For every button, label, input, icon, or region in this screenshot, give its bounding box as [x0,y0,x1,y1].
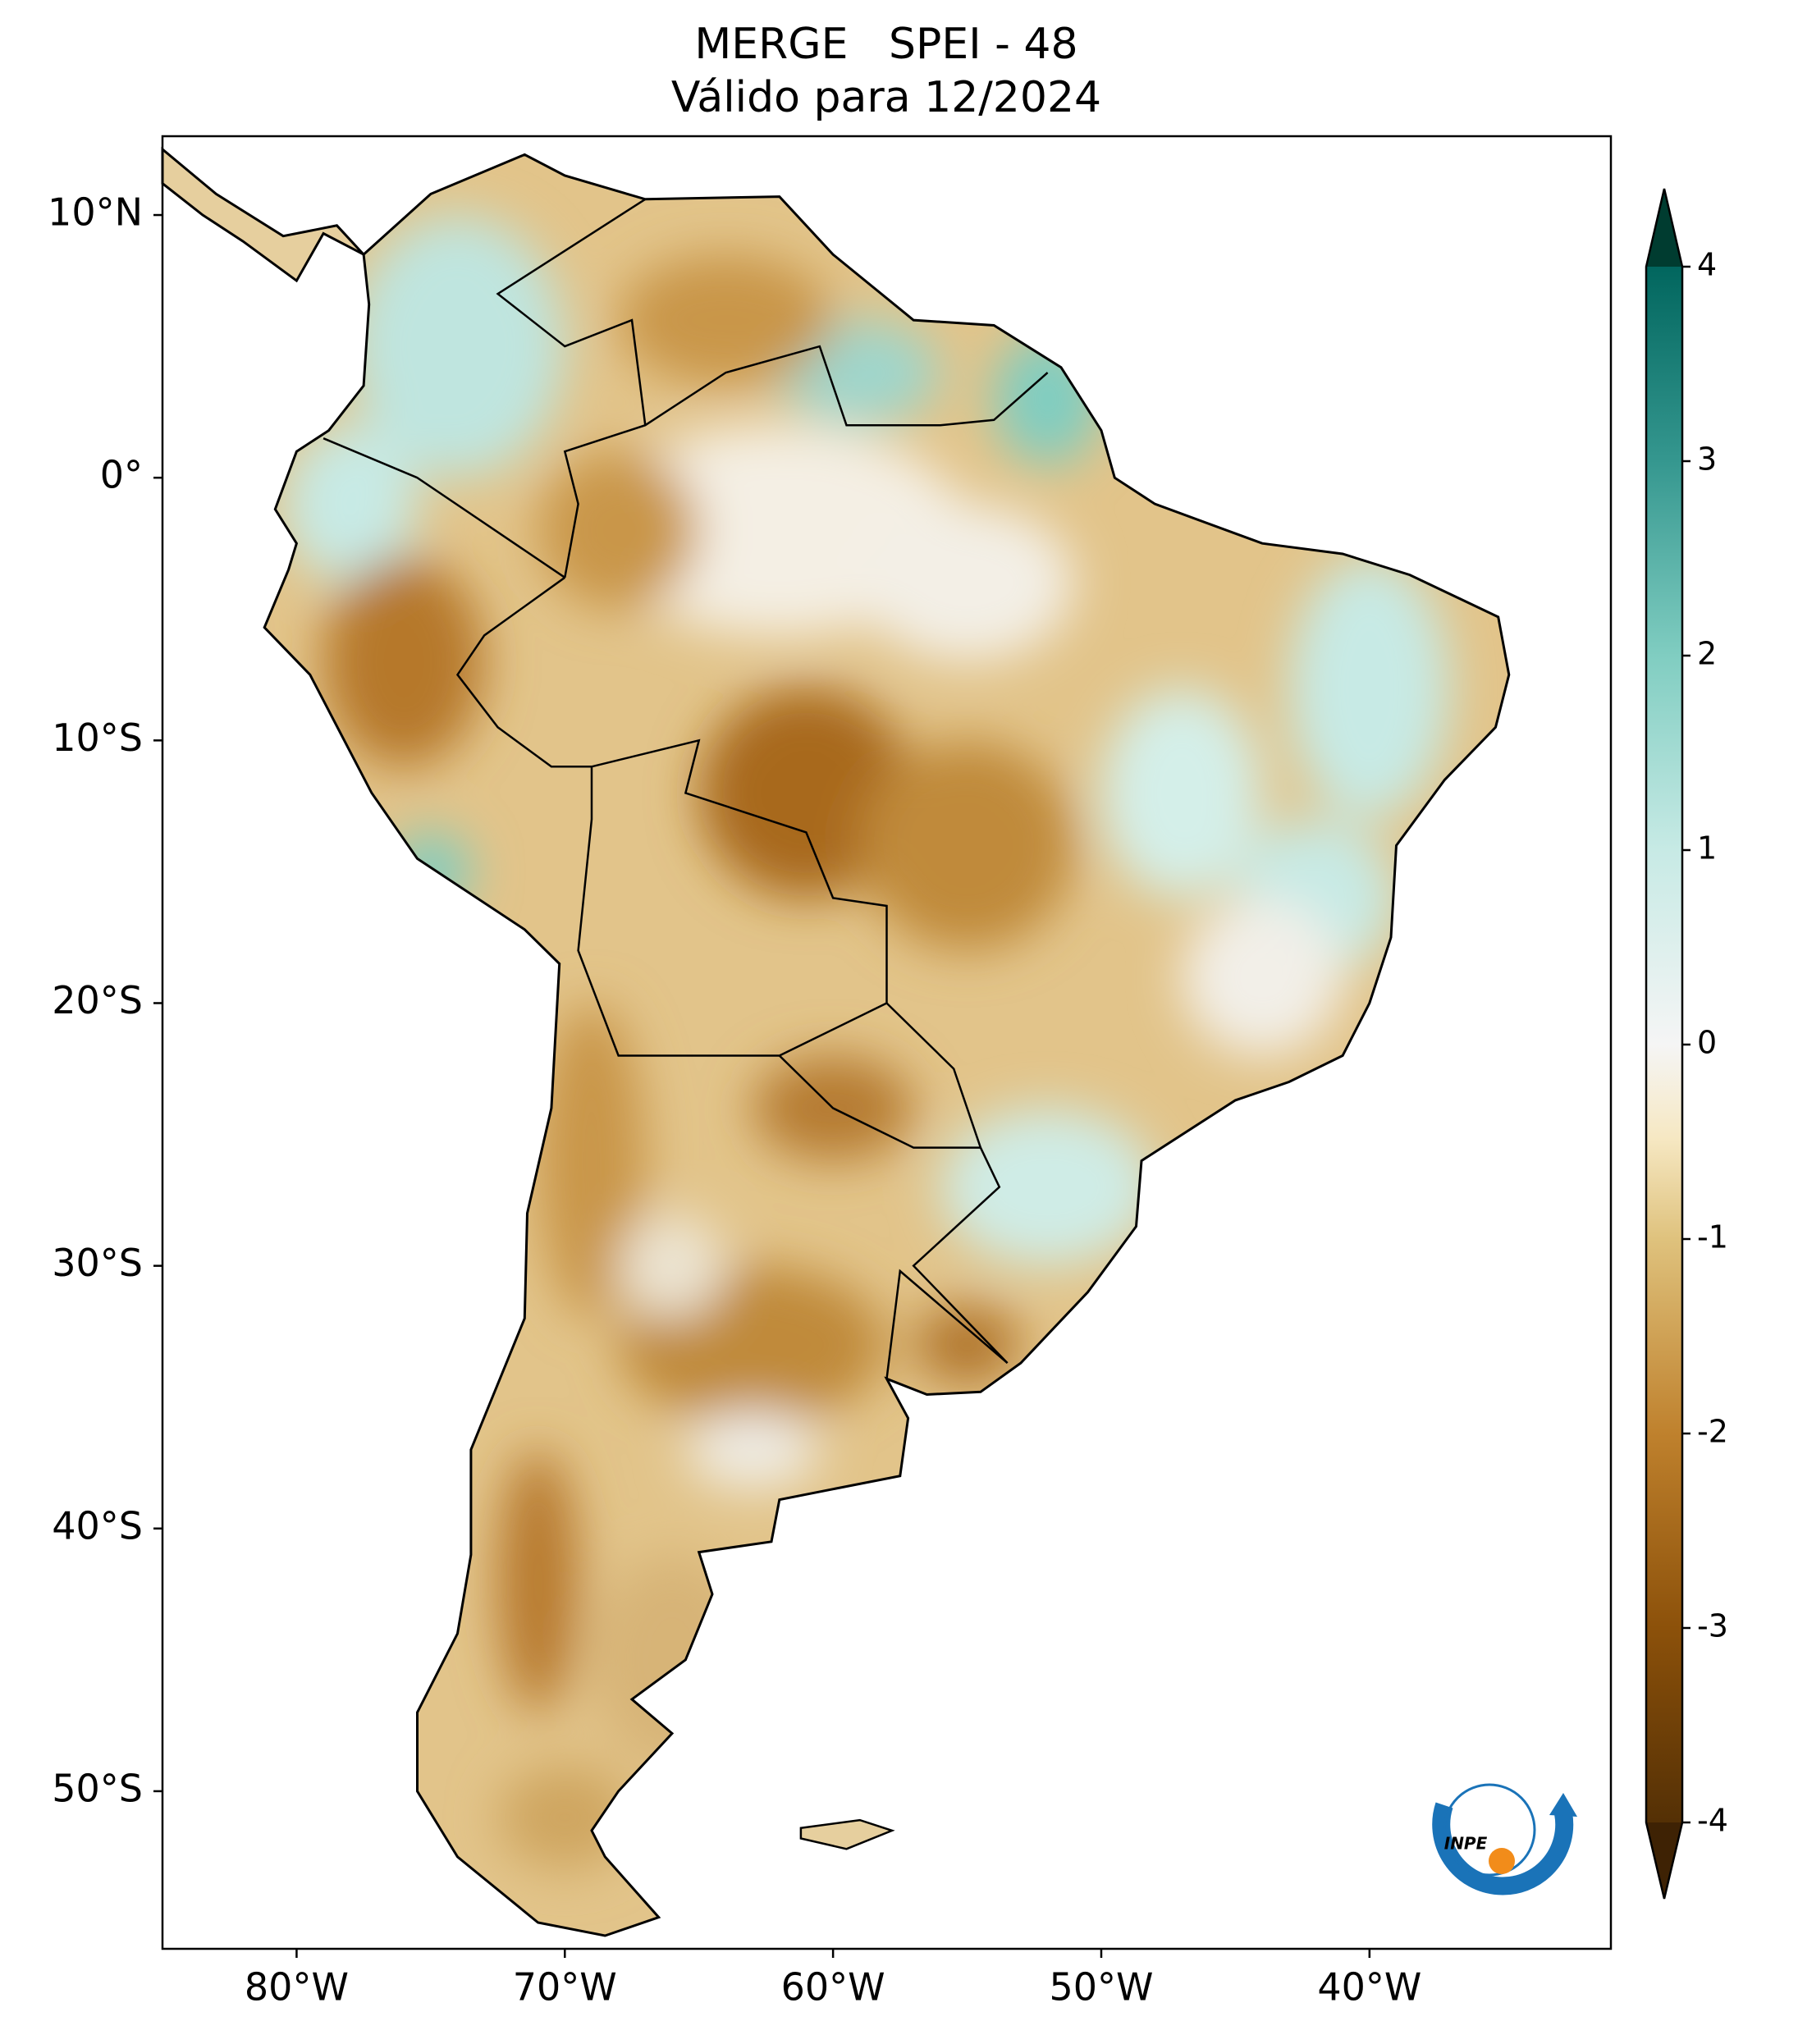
border [496,198,647,426]
y-tick-label: 30°S [52,1241,143,1285]
logo-text: INPE [1444,1834,1488,1854]
anomaly-blob [1288,556,1450,820]
anomaly-blob [685,1410,820,1489]
colorbar-tick-label: -3 [1697,1608,1728,1644]
x-tick-label: 80°W [245,1965,349,2010]
colorbar-tick-label: 1 [1697,830,1717,867]
y-tick-label: 20°S [52,978,143,1022]
anomaly-blob [350,215,565,478]
anomaly-blob [1182,898,1343,1056]
y-tick-label: 0° [100,453,143,497]
subtitle: Válido para 12/2024 [671,73,1101,122]
logo-ring [1443,1783,1536,1877]
axes-frame [161,135,1613,1950]
x-tick-label: 70°W [513,1965,617,2010]
logo-sun [1489,1848,1515,1874]
colorbar [1646,267,1682,1822]
anomaly-blob [940,1108,1155,1266]
anomaly-blob [323,556,485,767]
colorbar-extend-bottom [1646,1822,1682,1899]
logo-arc [1432,1802,1574,1895]
border [885,1269,1009,1379]
colorbar-extend-top [1646,189,1682,267]
y-tick-label: 10°N [48,190,143,235]
colorbar-tick-label: 0 [1697,1025,1717,1061]
x-tick-label: 40°W [1317,1965,1421,2010]
colorbar-tick-label: -2 [1697,1414,1728,1450]
colorbar-tick-label: -4 [1697,1803,1728,1839]
y-tick-label: 10°S [52,716,143,760]
y-tick-label: 50°S [52,1766,143,1810]
anomaly-blob [538,1003,646,1319]
anomaly-blob [1100,688,1263,899]
anomaly-blob [618,1213,726,1319]
anomaly-blob [538,451,699,610]
x-tick-label: 60°W [781,1965,885,2010]
anomaly-blob [497,1449,579,1712]
falklands [799,1818,895,1850]
colorbar-tick-label: 2 [1697,636,1717,672]
anomaly-blob [913,1305,1021,1384]
title: MERGE SPEI - 48 [694,20,1077,69]
y-tick-label: 40°S [52,1503,143,1548]
anomaly-blob [618,254,834,386]
border [778,1054,981,1149]
border [455,576,1009,1364]
colorbar-tick-label: -1 [1697,1219,1728,1255]
coastline [263,153,1511,1937]
border [323,437,566,578]
logo: INPE [1432,1783,1577,1895]
anomaly-blob [859,740,1075,951]
colorbar-tick-label: 3 [1697,441,1717,478]
colorbar-tick-label: 4 [1697,247,1717,283]
border [563,345,1049,578]
logo-arrow [1549,1793,1577,1817]
x-tick-label: 50°W [1049,1965,1153,2010]
anomaly-blob [859,504,1075,662]
